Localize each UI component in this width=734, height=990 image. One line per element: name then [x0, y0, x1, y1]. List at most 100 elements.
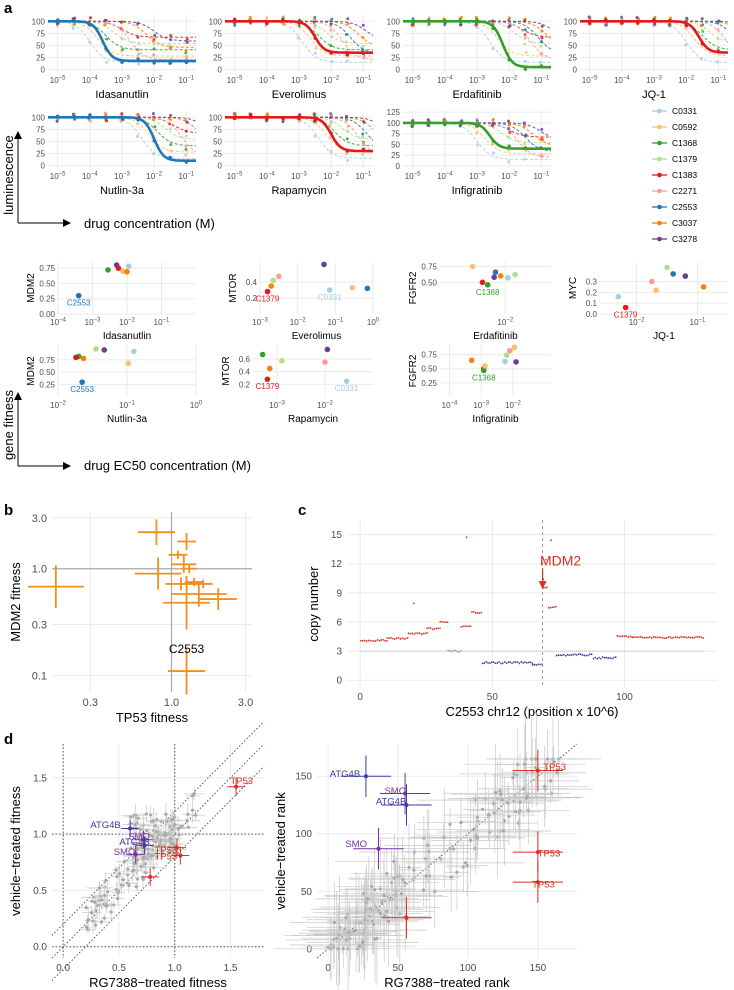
copy-number-point [446, 621, 449, 624]
gene-point [136, 816, 140, 820]
copy-number-point [632, 636, 634, 639]
gene-label-tp53: TP53 [154, 852, 177, 863]
copy-number-point [478, 612, 481, 614]
dose-curve-c1383 [403, 20, 552, 38]
x-tick-label: 10−1 [533, 75, 549, 85]
copy-number-point [529, 661, 532, 664]
copy-number-point [384, 639, 386, 642]
dose-point [328, 123, 332, 127]
dose-point [475, 119, 479, 123]
copy-number-point [505, 662, 508, 665]
drug-name-label: Infigratinib [452, 185, 503, 197]
dose-point [669, 16, 673, 20]
legend-label-c0331: C0331 [672, 106, 697, 116]
gene-point [344, 938, 348, 942]
dose-point-highlight [345, 53, 349, 57]
ec50-point-label: C1368 [476, 288, 500, 297]
ec50-point-c0331 [343, 378, 350, 384]
dose-point-highlight [168, 61, 172, 65]
ec50-panel-idasanutlin: 0.00 0.25 0.50 0.75 10−4 10−3 10−2 10−1 C2553 MDM… [26, 262, 196, 342]
y-tick-label: 0.50 [421, 365, 437, 374]
y-tick-label: 25 [36, 150, 45, 159]
panel-d-fitness-scatter: 0.0 0.5 1.0 1.50.00.51.01.5 TP53TP53TP53ATG4… [8, 721, 265, 990]
copy-number-point [647, 636, 649, 639]
highlight-point-red [174, 845, 179, 850]
gene-point [370, 919, 375, 923]
gene-point [360, 940, 364, 944]
gene-point [552, 760, 556, 764]
copy-number-point [469, 625, 472, 628]
y-tick-label: 0.0 [33, 942, 47, 953]
x-tick-label: 0 [357, 692, 363, 703]
copy-number-outlier [542, 578, 544, 580]
dose-point [137, 62, 141, 66]
ec50-point-c1383 [479, 279, 486, 286]
y-tick-label: 100 [32, 113, 46, 122]
x-tick-label: 10−2 [497, 317, 513, 327]
dose-point-highlight [249, 19, 253, 24]
dose-point [55, 119, 59, 123]
ec50-point-c1368 [480, 367, 487, 374]
ec50-panel-erdafitinib: 0.50 0.75 10−2 C1368 FGFR2 Erdafitinib [408, 262, 551, 342]
dose-point [72, 22, 76, 26]
drug-name-label: Erdafitinib [453, 89, 502, 101]
copy-number-point [557, 654, 560, 657]
drug-name-label: Rapamycin [288, 414, 338, 425]
dose-point [344, 33, 348, 37]
x-tick-label: 10−2 [146, 75, 162, 85]
gene-point [153, 840, 158, 844]
dose-point [716, 28, 720, 32]
gene-point [399, 892, 404, 896]
dose-point [717, 19, 721, 23]
dose-point [135, 122, 139, 126]
copy-number-point [431, 628, 434, 631]
ec50-point-label-2: C0331 [318, 293, 342, 302]
copy-number-point [570, 654, 572, 656]
x-tick-label: 10−3 [269, 400, 285, 410]
dose-point-highlight [72, 114, 76, 118]
dose-point [344, 115, 348, 119]
gene-point [97, 886, 102, 890]
dose-point [491, 19, 495, 23]
copy-number-point [674, 636, 677, 639]
dose-point [361, 44, 365, 48]
copy-number-point [371, 640, 373, 642]
dose-point [460, 15, 464, 19]
copy-number-point [526, 661, 528, 664]
x-tick-label: 10−4 [82, 75, 98, 85]
copy-number-point [669, 636, 671, 638]
dose-point [169, 34, 173, 38]
dose-point-highlight [184, 60, 189, 65]
copy-number-point [439, 627, 441, 630]
copy-number-point [382, 638, 384, 641]
ec50-point-label: C2553 [70, 385, 94, 394]
x-tick-label: 10−2 [323, 75, 339, 85]
dose-point [152, 42, 156, 46]
gene-point [407, 865, 411, 870]
ec50-point-c1379 [512, 271, 518, 278]
drug-name-label: Rapamycin [271, 185, 326, 197]
dose-point-highlight [507, 144, 511, 148]
copy-number-point [390, 636, 392, 639]
dose-point [475, 131, 479, 135]
copy-number-point [542, 587, 544, 589]
y-axis-title: vehicle−treated rank [273, 792, 288, 910]
copy-number-point [533, 663, 536, 666]
dose-point [508, 21, 512, 25]
copy-number-point [687, 636, 690, 639]
gene-point [347, 930, 351, 934]
dose-point [135, 134, 139, 138]
y-tick-label: 12 [331, 559, 343, 570]
drug-name-label: Everolimus [272, 89, 327, 101]
drug-name-label: Idasanutlin [103, 331, 151, 342]
copy-number-point [553, 606, 555, 608]
copy-number-point [611, 657, 613, 660]
x-tick-label: 10−3 [252, 317, 268, 327]
dose-point [264, 17, 268, 21]
gene-point [555, 771, 559, 775]
y-tick-label: 75 [36, 125, 45, 134]
gene-point [100, 898, 104, 902]
copy-number-point [596, 657, 598, 660]
copy-number-point [541, 663, 543, 666]
gene-point [476, 836, 480, 840]
